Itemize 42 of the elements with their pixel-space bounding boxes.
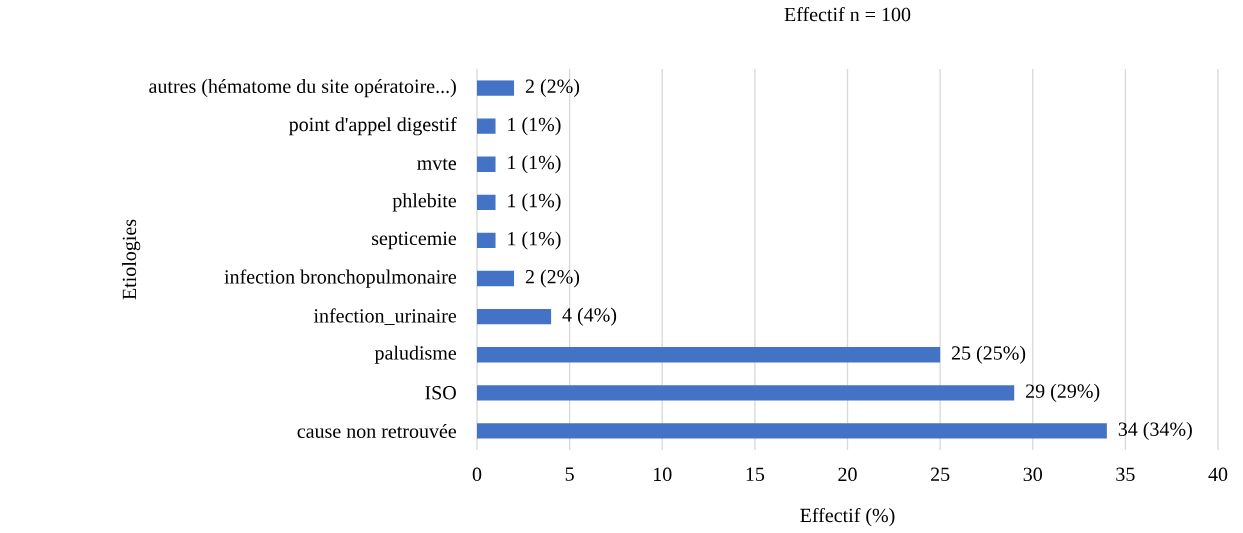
y-tick-label: autres (hématome du site opératoire...) xyxy=(149,79,456,98)
data-label: 2 (2%) xyxy=(525,269,580,288)
x-tick-label: 30 xyxy=(1023,467,1042,482)
data-label: 25 (25%) xyxy=(951,345,1026,364)
bar xyxy=(477,118,496,134)
y-tick-label: infection bronchopulmonaire xyxy=(224,269,457,288)
bar xyxy=(477,270,515,287)
bar xyxy=(477,347,941,363)
x-tick-label: 25 xyxy=(931,467,950,482)
y-axis-title: Etiologies xyxy=(122,219,141,300)
bar xyxy=(477,232,496,249)
bar xyxy=(477,194,496,211)
data-label: 1 (1%) xyxy=(508,117,561,136)
bar xyxy=(477,80,515,96)
data-label: 4 (4%) xyxy=(562,307,617,326)
data-label: 1 (1%) xyxy=(508,193,561,212)
x-tick-label: 40 xyxy=(1208,467,1228,482)
data-label: 34 (34%) xyxy=(1118,421,1192,441)
y-tick-label: septicemie xyxy=(372,231,457,250)
y-tick-label: phlebite xyxy=(392,193,457,212)
data-label: 29 (29%) xyxy=(1026,383,1100,402)
y-tick-label: ISO xyxy=(425,386,456,400)
y-tick-label: cause non retrouvée xyxy=(297,423,457,439)
data-label: 2 (2%) xyxy=(525,79,580,98)
y-tick-label: paludisme xyxy=(374,345,457,364)
data-label: 1 (1%) xyxy=(508,155,561,174)
data-label: 1 (1%) xyxy=(508,231,561,250)
y-tick-label: mvte xyxy=(417,158,457,171)
bar xyxy=(477,385,1015,401)
x-axis-title: Effectif (%) xyxy=(800,507,895,527)
bar xyxy=(477,156,496,172)
bar xyxy=(477,309,552,325)
x-tick-label: 10 xyxy=(654,467,672,482)
chart-title: Effectif n = 100 xyxy=(784,7,911,22)
y-tick-label: point d'appel digestif xyxy=(289,117,457,136)
x-tick-label: 0 xyxy=(472,467,482,482)
x-tick-label: 35 xyxy=(1116,467,1135,482)
x-tick-label: 20 xyxy=(838,467,857,482)
x-tick-label: 5 xyxy=(565,467,574,481)
y-tick-label: infection_urinaire xyxy=(313,308,457,326)
bar xyxy=(477,423,1107,439)
x-tick-label: 15 xyxy=(746,467,765,482)
